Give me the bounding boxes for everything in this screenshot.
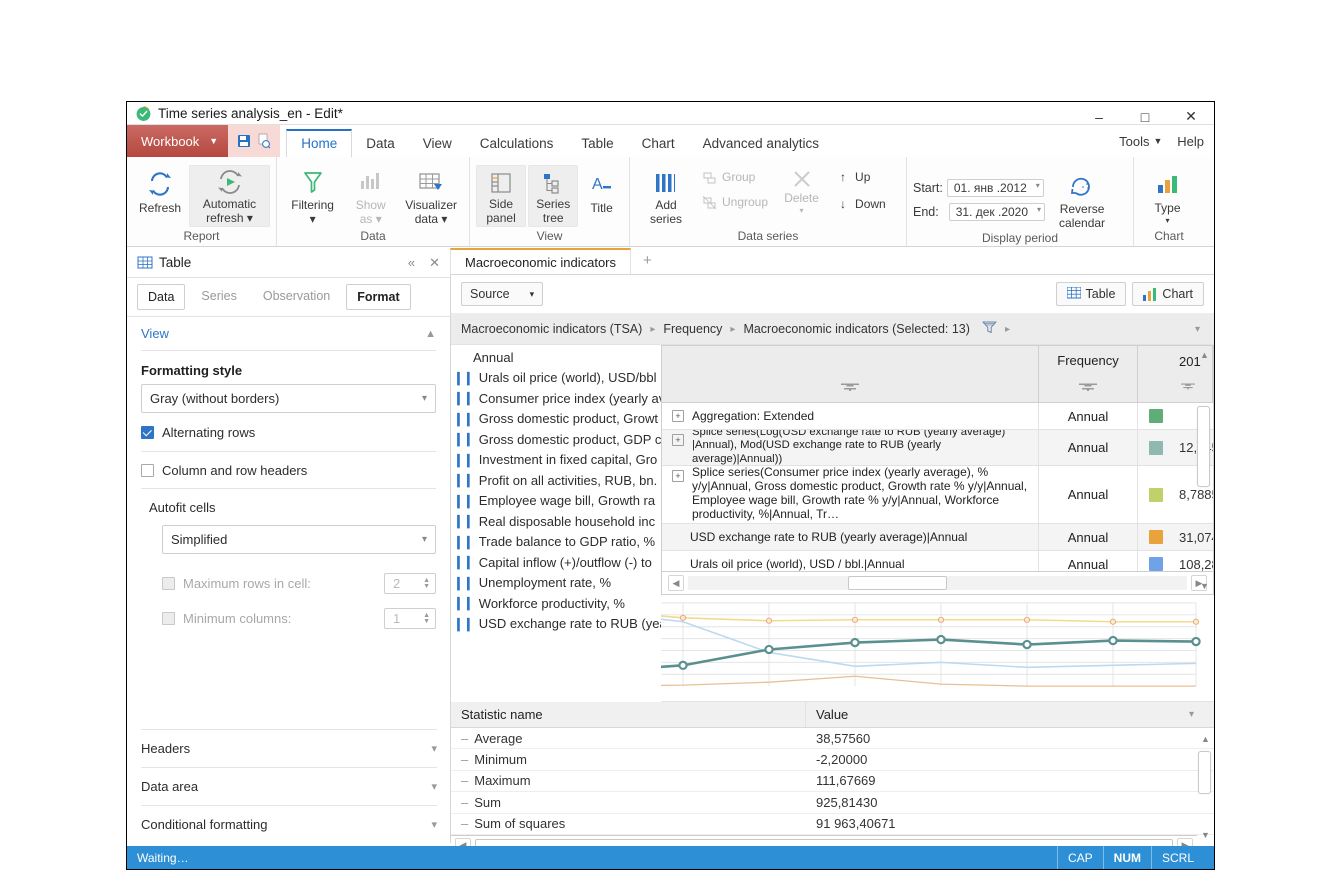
svg-text:A: A xyxy=(592,176,603,193)
